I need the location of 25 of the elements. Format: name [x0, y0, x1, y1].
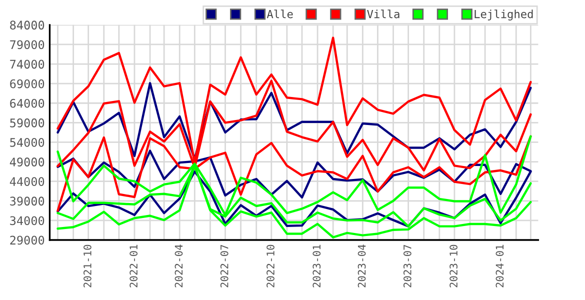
legend-label: Lejlighed: [474, 10, 533, 20]
legend-label: Villa: [367, 10, 400, 18]
x-tick-label: 2021-10: [84, 244, 92, 288]
y-tick-label: 84000: [10, 20, 44, 30]
x-tick-label: 2022-04: [174, 244, 183, 288]
x-tick-label: 2023-04: [358, 244, 366, 288]
y-tick-label: 54000: [10, 138, 44, 147]
y-tick-label: 69000: [10, 79, 44, 88]
y-tick-label: 29000: [10, 236, 44, 245]
x-tick-label: 2022-07: [220, 244, 228, 288]
y-tick-label: 39000: [10, 196, 44, 206]
y-tick-label: 44000: [10, 177, 44, 186]
y-tick-label: 34000: [10, 216, 44, 226]
legend-label: Alle: [266, 10, 293, 18]
y-tick-label: 64000: [10, 98, 44, 108]
x-tick-label: 2023-01: [312, 244, 321, 288]
x-tick-label: 2023-07: [403, 244, 412, 288]
y-tick-label: 74000: [10, 60, 44, 69]
x-tick-label: 2022-01: [130, 244, 138, 288]
x-tick-label: 2023-10: [450, 244, 458, 288]
y-tick-label: 49000: [10, 158, 44, 166]
y-tick-label: 79000: [10, 40, 44, 50]
x-tick-label: 2022-10: [266, 244, 274, 288]
y-tick-label: 59000: [10, 118, 44, 128]
x-tick-label: 2024-01: [496, 244, 504, 288]
